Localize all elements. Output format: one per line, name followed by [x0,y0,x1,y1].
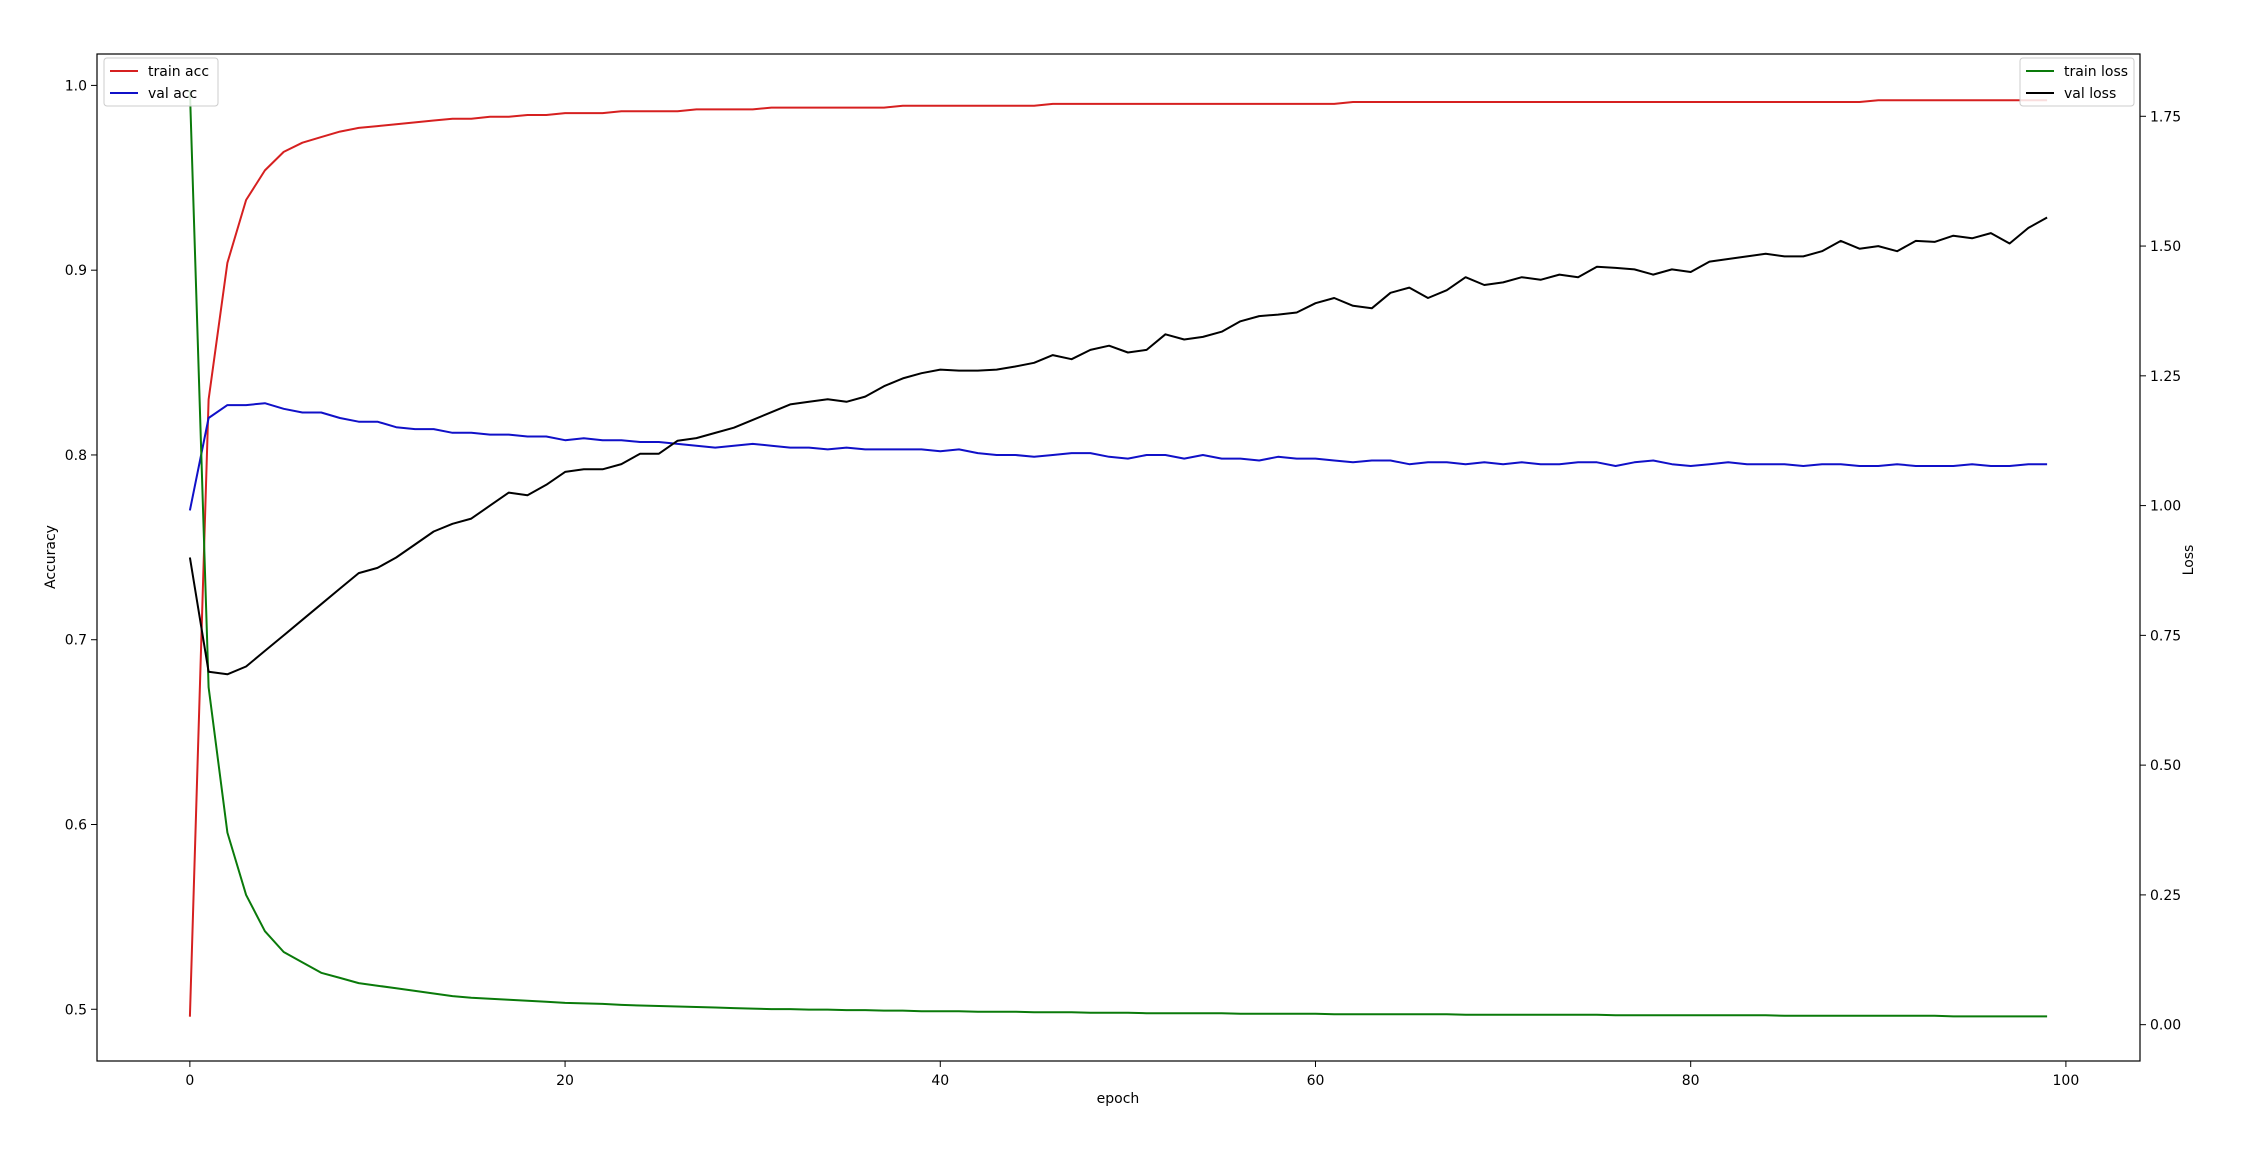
y-left-tick-label: 0.9 [65,263,87,279]
series-layer [188,90,2048,1018]
legend-label-val-acc: val acc [148,86,197,102]
y-right-tick-label: 0.25 [2150,888,2181,904]
legend-left: train acc val acc [103,57,219,107]
y-left-tick-label: 0.6 [65,817,87,833]
series-line-train-acc [188,99,2048,1017]
y-right-tick-label: 0.50 [2150,758,2181,774]
x-tick-label: 20 [556,1073,574,1089]
legend-right: train loss val loss [2019,57,2135,107]
y-right-tick-label: 1.75 [2150,109,2181,125]
x-tick-label: 0 [185,1073,194,1089]
y-axis-label-right: Loss [2181,545,2197,576]
y-right-tick-label: 1.50 [2150,239,2181,255]
y-right-tick-label: 0.75 [2150,628,2181,644]
legend-label-train-acc: train acc [148,64,209,80]
y-axis-label-left: Accuracy [43,525,59,589]
y-left-tick-label: 0.8 [65,448,87,464]
y-right-tick-label: 1.00 [2150,499,2181,515]
x-tick-label: 40 [931,1073,949,1089]
series-line-val-acc [188,402,2048,511]
series-line-val-loss [188,216,2048,676]
x-tick-label: 100 [2053,1073,2080,1089]
x-tick-label: 80 [1682,1073,1700,1089]
legend-label-train-loss: train loss [2064,64,2128,80]
legend-label-val-loss: val loss [2064,86,2116,102]
plot-frame [96,53,2141,1062]
x-tick-label: 60 [1307,1073,1325,1089]
y-left-tick-label: 0.7 [65,633,87,649]
y-left-tick-label: 1.0 [65,78,87,94]
series-line-train-loss [188,90,2048,1018]
y-right-tick-label: 1.25 [2150,369,2181,385]
x-axis-label: epoch [1097,1091,1140,1107]
y-left-tick-label: 0.5 [65,1002,87,1018]
ticks-layer: 0 20 40 60 80 100 0.5 0.6 0.7 0.8 0.9 1.0 0.00 0.25 0.… [65,78,2181,1089]
y-right-tick-label: 0.00 [2150,1018,2181,1034]
